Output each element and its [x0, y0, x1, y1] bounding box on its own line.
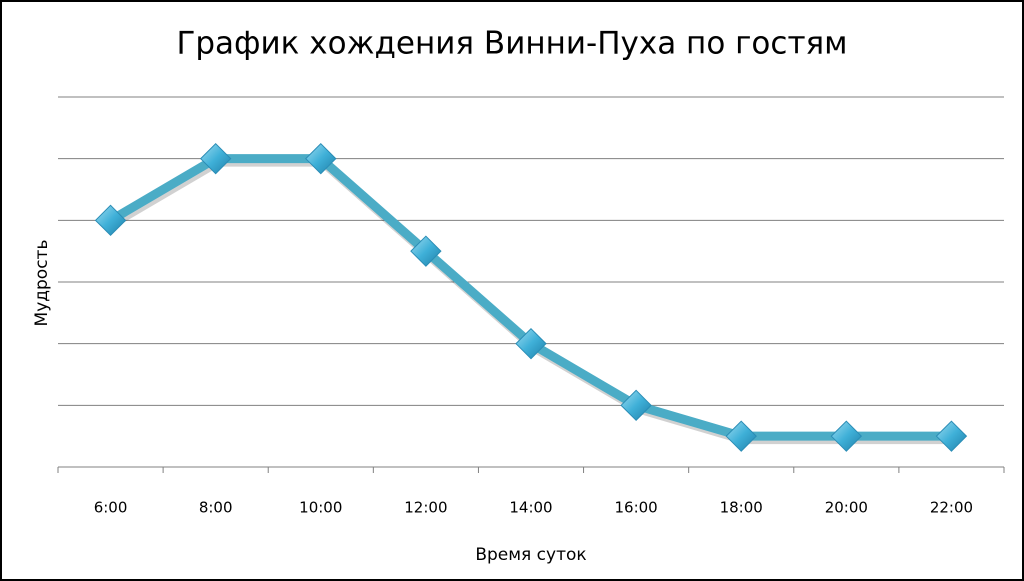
marker [515, 327, 547, 360]
x-tick-label: 12:00 [404, 499, 447, 517]
marker [725, 420, 757, 452]
x-tick-label: 22:00 [930, 499, 973, 517]
y-axis-title: Мудрость [32, 240, 52, 327]
x-axis-title: Время суток [475, 545, 586, 565]
x-tick-label: 10:00 [299, 499, 342, 517]
x-tick-label: 14:00 [509, 499, 552, 517]
chart-title: График хождения Винни-Пуха по гостям [176, 26, 847, 62]
marker [830, 420, 863, 452]
marker [199, 142, 232, 175]
x-tick-label: 6:00 [94, 499, 128, 517]
marker [410, 235, 442, 267]
x-tick-label: 8:00 [199, 499, 233, 517]
x-tick-label: 18:00 [720, 499, 763, 517]
x-tick-label: 20:00 [825, 499, 868, 517]
marker [94, 204, 127, 237]
marker [620, 389, 652, 422]
marker [305, 142, 337, 175]
x-tick-label: 16:00 [614, 499, 657, 517]
marker [935, 420, 968, 452]
